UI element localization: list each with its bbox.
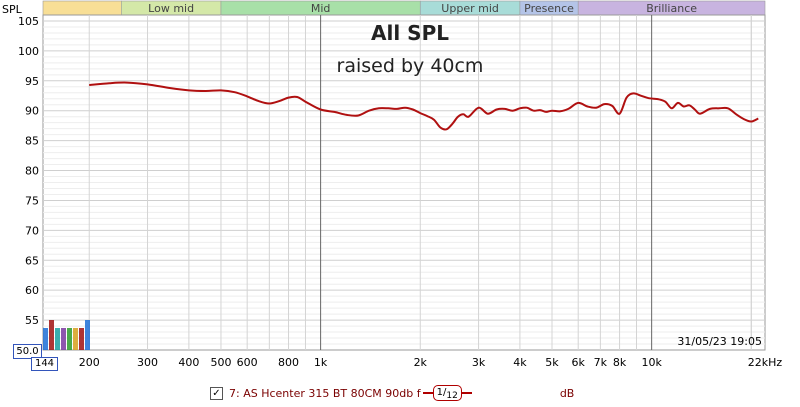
y-tick-label: 80 <box>25 165 39 178</box>
chart-grid <box>42 14 766 351</box>
band-label-1: Low mid <box>148 2 194 15</box>
x-tick-label: 6k <box>572 356 586 369</box>
x-tick-label: 1k <box>314 356 328 369</box>
smoothing-control[interactable]: 1/12 <box>422 385 472 401</box>
smoothing-line-right <box>461 392 472 394</box>
band-label-3: Upper mid <box>441 2 499 15</box>
x-axis-ticks: 200 300 400 500 600 800 1k 2k 3k 4k 5k 6k 7k 8k 10k 22k… <box>79 356 783 369</box>
y-tick-label: 95 <box>25 75 39 88</box>
y-tick-label: 70 <box>25 224 39 237</box>
smoothing-value[interactable]: 1/12 <box>432 385 462 401</box>
x-tick-label: 5k <box>545 356 559 369</box>
chart-title: All SPL <box>371 21 449 45</box>
y-tick-label: 60 <box>25 284 39 297</box>
chart-subtitle: raised by 40cm <box>337 55 484 77</box>
series-visible-checkbox[interactable]: ✓ <box>210 386 223 400</box>
band-0 <box>42 0 122 16</box>
x-tick-label: 8k <box>613 356 627 369</box>
timestamp: 31/05/23 19:05 <box>677 335 762 348</box>
x-tick-label: 10k <box>641 356 662 369</box>
y-axis-label: SPL <box>2 3 23 16</box>
smoothing-denominator: 12 <box>446 391 458 401</box>
smoothing-numerator: 1 <box>436 387 443 398</box>
y-tick-label: 65 <box>25 254 39 267</box>
y-tick-label: 55 <box>25 314 39 327</box>
x-axis-min-field[interactable]: 144 <box>31 357 58 371</box>
y-tick-label: 85 <box>25 135 39 148</box>
series-legend-label[interactable]: 7: AS Hcenter 315 BT 80CM 90db f <box>229 386 421 400</box>
channel-marker <box>61 328 66 350</box>
y-tick-label: 105 <box>18 15 39 28</box>
channel-marker <box>49 320 54 350</box>
x-tick-label: 500 <box>210 356 231 369</box>
x-tick-label: 800 <box>278 356 299 369</box>
channel-markers <box>43 320 90 350</box>
x-tick-label: 3k <box>472 356 486 369</box>
x-tick-label: 22kHz <box>748 356 783 369</box>
series-layer <box>89 81 759 131</box>
y-tick-label: 75 <box>25 194 39 207</box>
band-label-5: Brilliance <box>646 2 697 15</box>
channel-marker <box>85 320 90 350</box>
channel-marker <box>67 328 72 350</box>
legend-row: ✓ 7: AS Hcenter 315 BT 80CM 90db f 1/12 … <box>210 384 574 402</box>
x-tick-label: 300 <box>137 356 158 369</box>
band-label-2: Mid <box>311 2 331 15</box>
y-axis-ticks: 55 60 65 70 75 80 85 90 95 100 105 <box>18 15 39 327</box>
x-tick-label: 2k <box>414 356 428 369</box>
series-line-0 <box>89 81 759 131</box>
smoothing-line-left <box>422 392 433 394</box>
channel-marker <box>73 328 78 350</box>
channel-marker <box>79 328 84 350</box>
y-tick-label: 90 <box>25 105 39 118</box>
channel-marker <box>55 328 60 350</box>
y-axis-min-field[interactable]: 50.0 <box>13 344 42 359</box>
frequency-band-header: Low mid Mid Upper mid Presence Brilliance <box>42 0 766 16</box>
legend-unit: dB <box>559 386 575 400</box>
y-tick-label: 100 <box>18 45 39 58</box>
x-tick-label: 200 <box>79 356 100 369</box>
x-tick-label: 400 <box>178 356 199 369</box>
x-tick-label: 7k <box>594 356 608 369</box>
band-label-4: Presence <box>524 2 574 15</box>
x-tick-label: 4k <box>513 356 527 369</box>
x-tick-label: 600 <box>237 356 258 369</box>
channel-marker <box>43 328 48 350</box>
